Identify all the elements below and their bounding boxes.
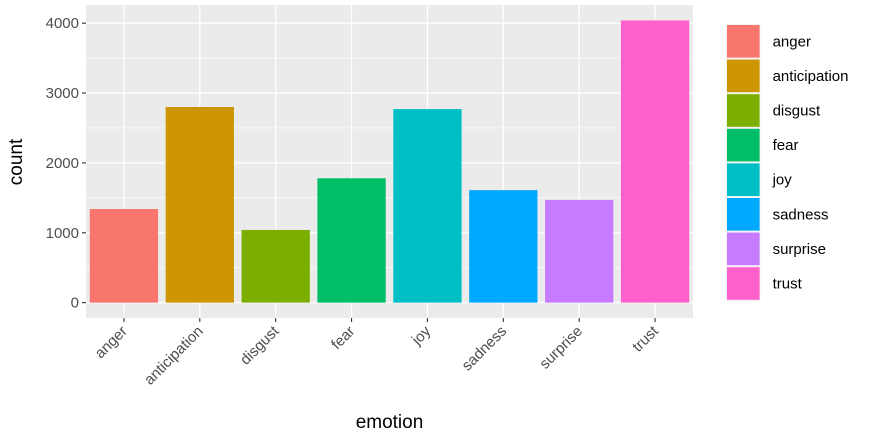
legend-swatch-anticipation <box>727 59 760 93</box>
legend-label: disgust <box>773 103 821 120</box>
bar-anticipation <box>165 107 234 303</box>
bar-trust <box>620 20 690 303</box>
legend-label: sadness <box>773 206 829 223</box>
bar-surprise <box>545 199 614 303</box>
legend-swatch-sadness <box>727 198 760 231</box>
bar-fear <box>317 178 386 303</box>
legend-swatch-anger <box>727 25 760 58</box>
legend-label: anticipation <box>773 68 849 85</box>
y-axis: 0 1000 2000 3000 4000 <box>46 15 86 312</box>
x-axis: anger anticipation disgust fear joy sadness su… <box>92 318 662 389</box>
y-tick-label: 1000 <box>46 225 79 242</box>
bar-anger <box>89 209 159 303</box>
bars <box>89 20 690 303</box>
y-tick-label: 2000 <box>46 155 79 172</box>
legend-swatch-disgust <box>727 94 760 127</box>
legend-swatch-surprise <box>727 232 760 266</box>
y-axis-title: count <box>6 138 27 185</box>
x-tick-label: joy <box>408 322 435 349</box>
y-tick-label: 0 <box>71 295 79 312</box>
x-tick-label: surprise <box>536 323 586 373</box>
x-tick-label: fear <box>328 323 358 353</box>
x-tick-label: sadness <box>459 323 511 375</box>
x-axis-title: emotion <box>356 412 424 432</box>
x-tick-label: anger <box>92 323 131 362</box>
bar-sadness <box>469 190 538 303</box>
legend: anger anticipation disgust fear joy sadness su… <box>726 24 848 301</box>
legend-swatch-fear <box>727 128 760 162</box>
legend-label: joy <box>772 172 793 189</box>
y-tick-label: 3000 <box>46 85 79 102</box>
y-tick-label: 4000 <box>46 15 79 32</box>
legend-label: trust <box>773 276 803 293</box>
bar-disgust <box>241 229 310 303</box>
x-tick-label: anticipation <box>141 323 207 389</box>
bar-joy <box>393 109 462 303</box>
legend-label: fear <box>773 137 799 154</box>
legend-label: anger <box>773 33 811 50</box>
x-tick-label: trust <box>629 322 662 355</box>
legend-label: surprise <box>773 241 826 258</box>
legend-swatch-trust <box>727 267 760 300</box>
legend-swatch-joy <box>727 163 760 196</box>
x-tick-label: disgust <box>237 322 283 368</box>
